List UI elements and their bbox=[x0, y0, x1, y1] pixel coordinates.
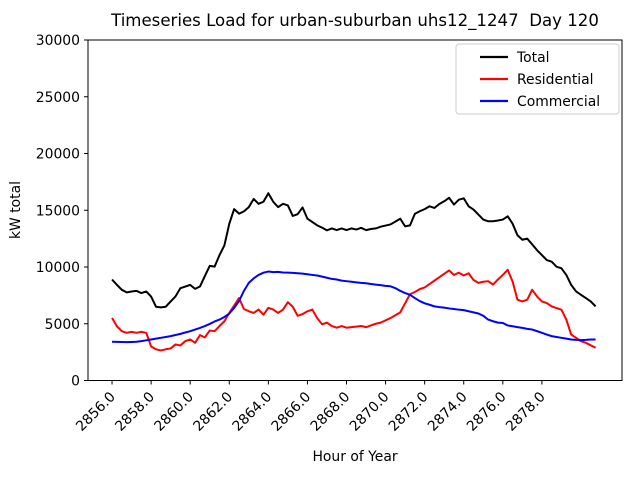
x-tick-label: 2864.0 bbox=[229, 389, 275, 435]
y-tick-label: 25000 bbox=[36, 90, 80, 106]
x-tick-label: 2872.0 bbox=[386, 389, 432, 435]
x-tick-label: 2876.0 bbox=[464, 389, 510, 435]
legend-box bbox=[455, 43, 620, 115]
x-tick-label: 2868.0 bbox=[308, 389, 354, 435]
y-tick-label: 15000 bbox=[36, 203, 80, 219]
x-tick-label: 2860.0 bbox=[151, 389, 197, 435]
legend-label-commercial: Commercial bbox=[517, 94, 600, 110]
series-line-commercial bbox=[112, 270, 596, 344]
y-tick-label: 0 bbox=[71, 374, 80, 390]
x-tick-label: 2878.0 bbox=[503, 389, 549, 435]
y-tick-label: 20000 bbox=[36, 147, 80, 163]
legend: Total Residential Commercial bbox=[455, 43, 620, 115]
x-tick-label: 2862.0 bbox=[190, 389, 236, 435]
x-tick-label: 2870.0 bbox=[347, 389, 393, 435]
y-tick-label: 30000 bbox=[36, 33, 80, 49]
series-line-residential bbox=[111, 268, 597, 352]
x-tick-label: 2866.0 bbox=[269, 389, 315, 435]
plot-border bbox=[87, 39, 623, 381]
x-tick-label: 2856.0 bbox=[73, 389, 119, 435]
y-tick-label: 5000 bbox=[45, 317, 80, 333]
legend-label-total: Total bbox=[516, 50, 549, 66]
series-line-total bbox=[111, 192, 597, 309]
y-axis-label: kW total bbox=[8, 181, 24, 239]
y-tick-label: 10000 bbox=[36, 260, 80, 276]
legend-label-residential: Residential bbox=[517, 72, 594, 88]
x-axis-ticks: 2856.02858.02860.02862.02864.02866.02868… bbox=[73, 380, 549, 435]
chart-title: Timeseries Load for urban-suburban uhs12… bbox=[110, 11, 599, 31]
series-lines bbox=[111, 192, 597, 352]
y-axis-ticks: 0 5000 10000 15000 20000 25000 30000 bbox=[36, 33, 88, 390]
x-tick-label: 2874.0 bbox=[425, 389, 471, 435]
x-axis-label: Hour of Year bbox=[312, 449, 397, 465]
x-tick-label: 2858.0 bbox=[112, 389, 158, 435]
